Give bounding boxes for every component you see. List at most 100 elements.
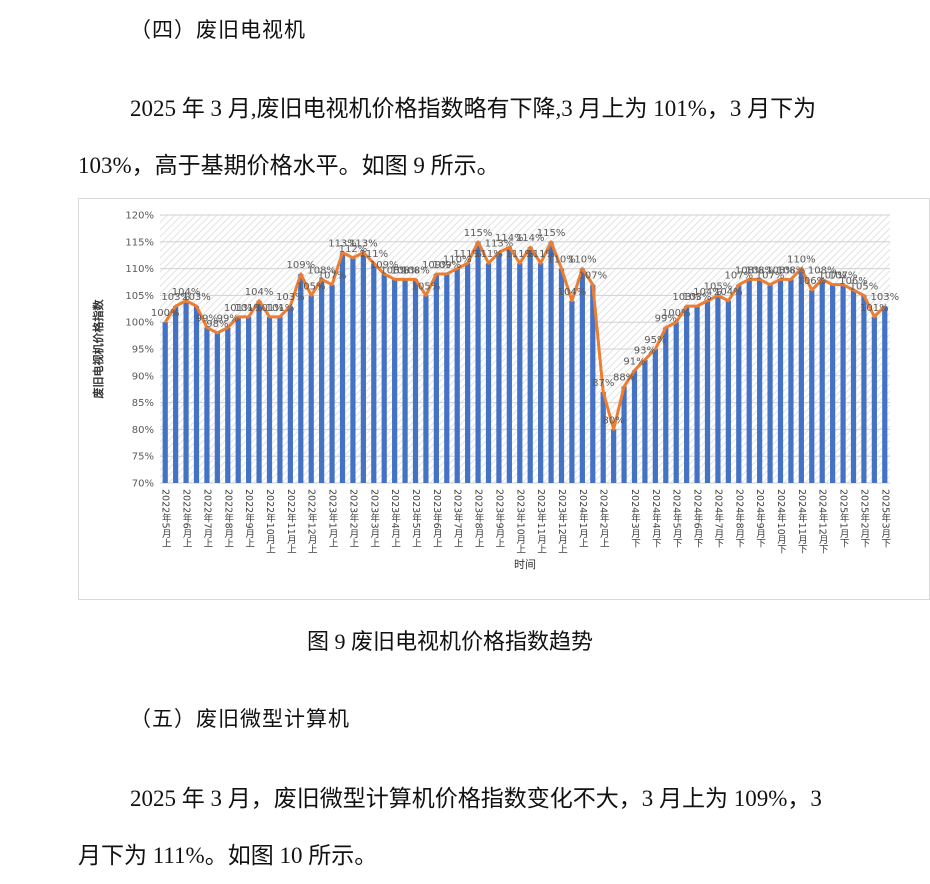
data-label: 115%	[464, 228, 493, 239]
data-label: 106%	[839, 276, 868, 287]
data-label: 113%	[328, 239, 357, 250]
figure-caption: 图 9 废旧电视机价格指数趋势	[306, 629, 593, 654]
bar	[319, 279, 325, 483]
bar	[861, 295, 867, 483]
bar	[287, 306, 293, 483]
bar	[412, 279, 419, 483]
x-tick-label: 2022年12月上	[306, 489, 318, 554]
x-axis-title: 时间	[514, 558, 536, 571]
bar	[423, 295, 429, 483]
bar	[798, 268, 804, 483]
x-tick-label: 2024年7月下	[712, 489, 724, 549]
x-tick-label: 2022年11月上	[285, 489, 297, 554]
data-label: 99%	[655, 314, 677, 325]
bar	[590, 284, 596, 483]
bar	[506, 247, 512, 483]
bar	[485, 263, 492, 483]
data-label: 109%	[422, 260, 451, 271]
data-label: 99%	[217, 314, 239, 325]
x-tick-label: 2023年2月上	[347, 489, 359, 548]
data-label: 111%	[359, 249, 388, 260]
data-label: 110%	[547, 255, 576, 266]
data-label: 107%	[724, 271, 753, 282]
bar	[736, 284, 742, 483]
bar	[183, 300, 189, 483]
data-label: 111%	[505, 249, 534, 260]
bar	[162, 322, 168, 483]
data-label: 108%	[735, 265, 764, 276]
bar	[757, 279, 763, 483]
bar	[850, 290, 857, 483]
section-heading: （四）废旧电视机	[130, 18, 306, 42]
x-tick-label: 2022年5月上	[160, 489, 172, 548]
data-label: 105%	[412, 281, 441, 292]
data-label: 100%	[151, 308, 180, 319]
y-tick-label: 75%	[132, 452, 154, 463]
bar	[298, 273, 304, 483]
bar	[548, 241, 554, 483]
y-tick-label: 90%	[132, 371, 154, 382]
bar	[308, 295, 314, 483]
y-tick-label: 80%	[132, 425, 154, 436]
data-label: 91%	[623, 356, 645, 367]
data-label: 101%	[860, 303, 889, 314]
data-label: 98%	[206, 319, 228, 330]
x-tick-label: 2025年1月下	[838, 489, 850, 549]
bar	[433, 273, 439, 483]
data-label: 108%	[307, 265, 336, 276]
data-label: 101%	[224, 303, 253, 314]
x-tick-label: 2023年3月上	[368, 489, 380, 548]
bar	[256, 300, 262, 483]
x-tick-label: 2023年1月上	[327, 489, 339, 548]
bar	[173, 306, 179, 483]
x-tick-label: 2024年4月下	[650, 489, 662, 549]
bar	[600, 391, 606, 483]
bar	[725, 300, 731, 483]
data-label: 110%	[443, 255, 472, 266]
data-label: 80%	[603, 415, 625, 426]
data-label: 107%	[318, 271, 347, 282]
data-label: 95%	[644, 335, 666, 346]
data-label: 110%	[787, 255, 816, 266]
bar	[569, 300, 575, 483]
data-label: 115%	[537, 228, 566, 239]
data-label: 109%	[370, 260, 399, 271]
y-tick-label: 95%	[132, 345, 154, 356]
bar	[465, 263, 471, 483]
data-label: 114%	[495, 233, 524, 244]
data-label: 87%	[592, 378, 614, 389]
x-tick-label: 2023年4月上	[389, 489, 401, 548]
bar	[214, 332, 220, 483]
bar	[840, 284, 846, 483]
bar	[454, 268, 460, 483]
data-label: 107%	[756, 271, 785, 282]
bar	[611, 429, 617, 483]
bar	[329, 284, 335, 483]
y-tick-label: 110%	[125, 264, 154, 275]
y-axis-title: 废旧电视机价格指数	[91, 299, 105, 399]
bar	[339, 252, 346, 483]
line	[163, 240, 886, 431]
data-label: 108%	[766, 265, 795, 276]
bar	[371, 263, 377, 483]
x-tick-label: 2024年1月上	[577, 489, 589, 548]
x-tick-label: 2024年6月下	[692, 489, 704, 549]
x-tick-label: 2023年9月上	[493, 489, 505, 548]
data-label: 108%	[745, 265, 774, 276]
data-label: 108%	[808, 265, 837, 276]
data-label: 107%	[818, 271, 847, 282]
data-label: 107%	[829, 271, 858, 282]
bar	[642, 359, 648, 483]
x-tick-label: 2023年5月上	[410, 489, 422, 548]
data-label: 109%	[432, 260, 461, 271]
data-label: 109%	[286, 260, 315, 271]
data-label: 105%	[850, 281, 879, 292]
bar	[527, 247, 533, 483]
data-label: 111%	[453, 249, 482, 260]
bar	[652, 349, 658, 483]
data-label: 106%	[797, 276, 826, 287]
data-label: 103%	[276, 292, 305, 303]
y-tick-label: 120%	[125, 211, 154, 222]
data-label: 112%	[339, 244, 368, 255]
